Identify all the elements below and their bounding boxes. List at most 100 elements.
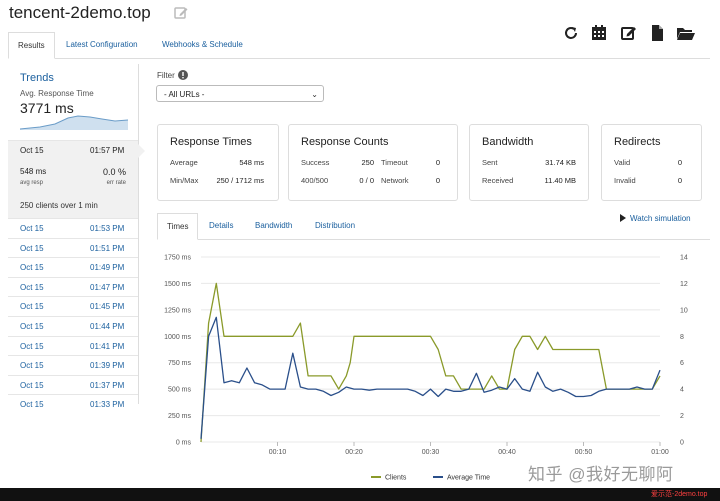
run-time: 01:33 PM [90, 400, 125, 410]
tab-results[interactable]: Results [8, 32, 55, 59]
list-item[interactable]: Oct 15 01:49 PM [8, 257, 138, 277]
selected-run-date: Oct 15 [20, 146, 44, 155]
run-date: Oct 15 [20, 321, 44, 331]
sent-value: 31.74 KB [545, 158, 576, 167]
list-item[interactable]: Oct 15 01:41 PM [8, 335, 138, 356]
y-right-tick-label: 0 [680, 440, 684, 447]
card-title: Redirects [614, 136, 661, 148]
run-time: 01:47 PM [90, 282, 125, 292]
tab-details[interactable]: Details [209, 221, 234, 230]
x-tick-label: 00:30 [422, 449, 440, 456]
edit-title-icon[interactable] [173, 5, 189, 21]
run-date: Oct 15 [20, 361, 44, 371]
site-badge: 爱示范-2demo.top [648, 488, 711, 501]
response-counts-card: Response Counts Success 250 Timeout 0 40… [288, 124, 458, 201]
run-date: Oct 15 [20, 224, 44, 233]
y-right-tick-label: 8 [680, 334, 684, 341]
folder-open-icon[interactable] [676, 24, 696, 42]
run-date: Oct 15 [20, 380, 44, 390]
timeout-label: Timeout [381, 158, 408, 167]
run-time: 01:45 PM [90, 302, 125, 312]
tab-webhooks-schedule[interactable]: Webhooks & Schedule [162, 40, 243, 49]
average-value: 548 ms [239, 158, 264, 167]
network-value: 0 [435, 176, 440, 185]
legend-label: Average Time [447, 475, 490, 482]
selected-run-err-rate: 0.0 % [102, 167, 126, 177]
response-times-card: Response Times Average 548 ms Min/Max 25… [157, 124, 279, 201]
err-rate-label: err rate [106, 180, 126, 186]
minmax-label: Min/Max [170, 176, 199, 185]
run-date: Oct 15 [20, 282, 44, 292]
tab-latest-configuration[interactable]: Latest Configuration [66, 40, 138, 49]
bottom-bar [0, 488, 720, 501]
tab-times[interactable]: Times [157, 213, 199, 240]
edit-icon[interactable] [620, 24, 638, 42]
url-filter-select[interactable]: - All URLs - ⌄ [156, 85, 324, 102]
card-title: Response Times [170, 136, 252, 148]
sent-label: Sent [482, 158, 498, 167]
refresh-icon[interactable] [562, 24, 580, 42]
run-time: 01:41 PM [90, 341, 125, 351]
list-item[interactable]: Oct 15 01:47 PM [8, 276, 138, 297]
network-label: Network [381, 176, 409, 185]
card-title: Bandwidth [482, 136, 534, 148]
run-time: 01:37 PM [90, 380, 125, 390]
y-right-tick-label: 10 [680, 307, 688, 314]
selected-run-time: 01:57 PM [90, 146, 125, 155]
tab-distribution[interactable]: Distribution [315, 221, 356, 230]
y-left-tick-label: 750 ms [168, 360, 191, 367]
success-label: Success [301, 158, 330, 167]
avg-resp-label: avg resp [20, 180, 44, 186]
filter-label: Filter [157, 71, 175, 80]
run-time: 01:39 PM [90, 361, 125, 371]
run-date: Oct 15 [20, 243, 44, 253]
trend-sparkline [20, 115, 128, 130]
run-date: Oct 15 [20, 302, 44, 312]
list-item[interactable]: Oct 15 01:53 PM [8, 218, 138, 238]
x-tick-label: 00:10 [269, 449, 287, 456]
r400-value: 0 / 0 [359, 176, 374, 185]
bandwidth-card: Bandwidth Sent 31.74 KB Received 11.40 M… [469, 124, 589, 201]
y-right-tick-label: 12 [680, 281, 688, 288]
x-tick-label: 01:00 [651, 449, 669, 456]
y-left-tick-label: 250 ms [168, 413, 191, 420]
calendar-icon[interactable] [590, 24, 608, 42]
r400-label: 400/500 [301, 176, 329, 185]
trends-title[interactable]: Trends [20, 72, 54, 84]
y-right-tick-label: 6 [680, 360, 684, 367]
list-item[interactable]: Oct 15 01:37 PM [8, 374, 138, 395]
run-list: Oct 15 01:53 PM Oct 15 01:51 PM Oct 15 01:4… [8, 218, 138, 414]
y-left-tick-label: 1750 ms [164, 255, 191, 262]
list-item[interactable]: Oct 15 01:45 PM [8, 296, 138, 316]
selected-run[interactable]: Oct 15 01:57 PM 548 ms avg resp 0.0 % er… [8, 140, 138, 219]
list-item[interactable]: Oct 15 01:39 PM [8, 355, 138, 375]
run-time: 01:49 PM [90, 263, 125, 273]
play-icon [620, 214, 626, 222]
watch-simulation-link[interactable]: Watch simulation [620, 214, 691, 223]
list-item[interactable]: Oct 15 01:33 PM [8, 394, 138, 414]
chevron-down-icon: ⌄ [311, 90, 318, 99]
series-line [200, 282, 661, 443]
selected-run-avg-resp: 548 ms [20, 167, 47, 176]
info-icon[interactable] [178, 70, 188, 80]
document-icon[interactable] [648, 24, 666, 42]
timeout-value: 0 [435, 158, 440, 167]
run-date: Oct 15 [20, 263, 44, 273]
selected-run-clients: 250 clients over 1 min [20, 201, 98, 210]
watch-simulation-label: Watch simulation [630, 214, 691, 223]
selected-run-pointer [138, 144, 145, 158]
y-left-tick-label: 1500 ms [164, 281, 191, 288]
invalid-label: Invalid [614, 176, 636, 185]
average-label: Average [170, 158, 198, 167]
list-item[interactable]: Oct 15 01:51 PM [8, 237, 138, 258]
x-tick-label: 00:20 [345, 449, 363, 456]
x-tick-label: 00:50 [575, 449, 593, 456]
legend-label: Clients [385, 475, 407, 482]
page-title: tencent-2demo.top [9, 3, 151, 22]
y-right-tick-label: 14 [680, 255, 688, 262]
list-item[interactable]: Oct 15 01:44 PM [8, 315, 138, 336]
url-filter-value: - All URLs - [164, 90, 205, 99]
valid-value: 0 [677, 158, 682, 167]
tab-bandwidth[interactable]: Bandwidth [255, 221, 293, 230]
